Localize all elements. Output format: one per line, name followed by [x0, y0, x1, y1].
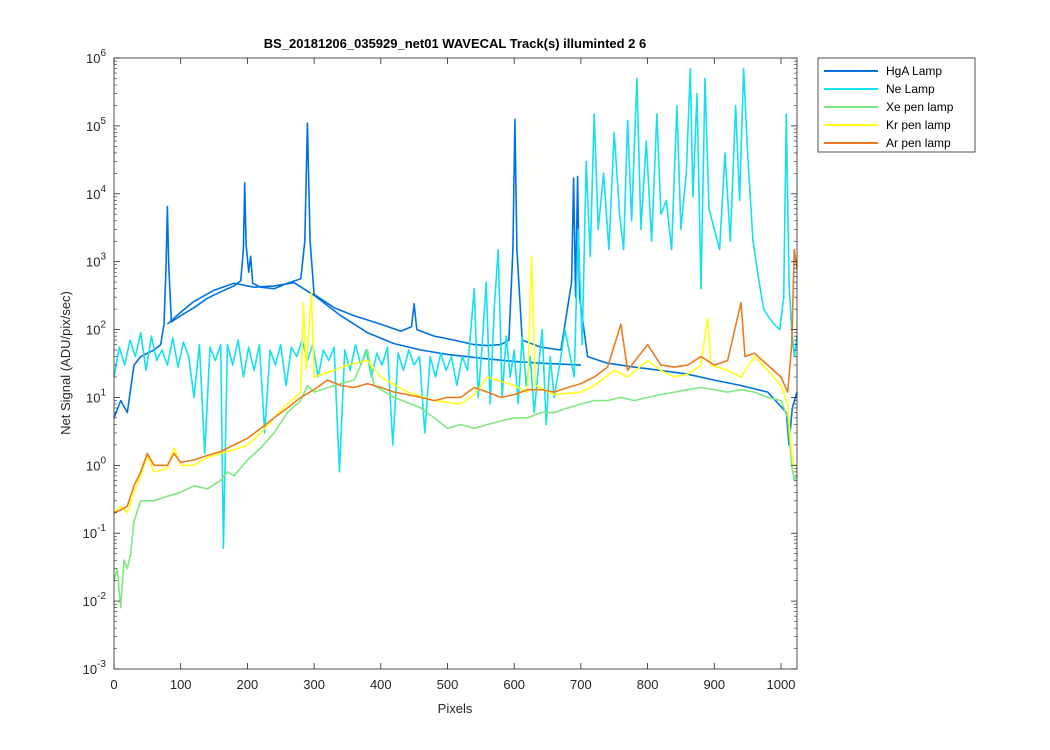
- legend-label-2: Xe pen lamp: [886, 100, 954, 114]
- y-tick-label: 10-3: [83, 659, 107, 677]
- x-tick-label: 800: [637, 677, 659, 692]
- legend-label-0: HgA Lamp: [886, 64, 942, 78]
- plot-area: [114, 58, 797, 669]
- x-tick-label: 0: [110, 677, 117, 692]
- y-tick-label: 10-1: [83, 523, 107, 541]
- chart-title: BS_20181206_035929_net01 WAVECAL Track(s…: [264, 36, 647, 51]
- legend-label-1: Ne Lamp: [886, 82, 935, 96]
- x-tick-label: 300: [303, 677, 325, 692]
- series-layer: [113, 67, 798, 609]
- y-tick-label: 105: [86, 116, 106, 134]
- x-tick-label: 400: [370, 677, 392, 692]
- series-line-0: [113, 118, 798, 446]
- legend-label-3: Kr pen lamp: [886, 118, 951, 132]
- y-tick-label: 106: [86, 48, 106, 66]
- y-tick-label: 10-2: [83, 591, 107, 609]
- y-tick-label: 102: [86, 320, 106, 338]
- legend: HgA Lamp Ne Lamp Xe pen lamp Kr pen lamp Ar …: [817, 57, 976, 153]
- x-tick-label: 700: [570, 677, 592, 692]
- x-tick-label: 1000: [767, 677, 796, 692]
- y-tick-label: 101: [86, 387, 106, 405]
- x-tick-label: 500: [437, 677, 459, 692]
- series-line-2: [113, 67, 798, 550]
- axes-frame: [113, 57, 798, 670]
- y-tick-label: 104: [86, 184, 106, 202]
- axes-layer: 0 100 200 300 400 500 600 700 800 900 1000 10-3 10-2…: [83, 48, 798, 692]
- y-tick-label: 100: [86, 455, 106, 473]
- x-tick-label: 100: [170, 677, 192, 692]
- x-tick-label: 900: [703, 677, 725, 692]
- y-axis-label: Net Signal (ADU/pix/sec): [58, 291, 73, 435]
- legend-label-4: Ar pen lamp: [886, 136, 951, 150]
- x-tick-label: 600: [503, 677, 525, 692]
- y-tick-label: 103: [86, 252, 106, 270]
- x-axis-label: Pixels: [438, 701, 473, 716]
- x-tick-label: 200: [237, 677, 259, 692]
- series-line-3: [113, 349, 798, 609]
- series-line-5: [113, 248, 798, 514]
- legend-box: [817, 57, 976, 153]
